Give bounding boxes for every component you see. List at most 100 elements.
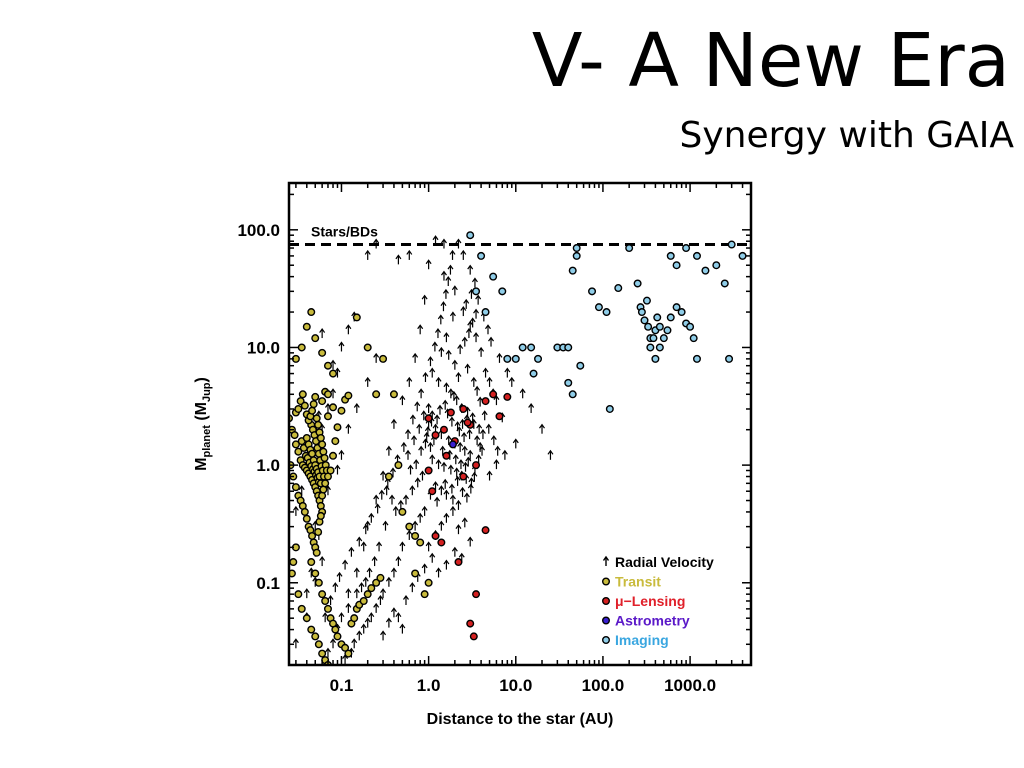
transit-point [294,590,303,599]
imaging-point [605,404,614,413]
radial-velocity-marker [494,445,501,456]
imaging-point [666,251,675,260]
imaging-point [666,313,675,322]
imaging-point [644,322,653,331]
transit-point [337,406,346,415]
transit-point [312,414,321,423]
transit-point [363,343,372,352]
radial-velocity-marker [493,459,500,470]
radial-velocity-marker [412,352,419,363]
radial-velocity-marker [447,464,454,475]
imaging-point [564,378,573,387]
radial-velocity-marker [457,459,464,470]
radial-velocity-marker [443,332,450,343]
radial-velocity-marker [438,346,445,357]
radial-velocity-marker [407,464,414,475]
transit-point [350,614,359,623]
transit-point [320,453,329,462]
transit-point [316,511,325,520]
radial-velocity-marker [485,324,491,335]
transit-point [318,348,327,357]
radial-velocity-marker [447,264,454,275]
radial-velocity-marker [385,617,392,628]
radial-velocity-marker [406,529,413,540]
imaging-point [503,354,512,363]
data-points-group [289,231,747,665]
radial-velocity-marker [464,363,471,374]
transit-point [318,440,327,449]
radial-velocity-marker [443,512,450,523]
stars-bds-label: Stars/BDs [311,224,378,240]
axis-ticks-group [289,183,752,666]
radial-velocity-marker [364,249,371,260]
radial-velocity-marker [336,571,343,582]
radial-velocity-marker [420,410,427,421]
transit-point [416,538,425,547]
imaging-point [677,308,686,317]
y-tick-label: 1.0 [256,456,280,475]
radial-velocity-marker [338,449,345,460]
radial-velocity-marker [443,559,450,570]
lensing-point [466,619,475,628]
lensing-point [446,408,455,417]
radial-velocity-marker [461,445,468,456]
radial-velocity-marker [373,602,380,613]
transit-point [290,431,299,440]
radial-velocity-marker [512,438,519,449]
transit-point [318,397,327,406]
transit-point [297,343,306,352]
transit-point [298,390,307,399]
radial-velocity-marker [362,576,369,587]
imaging-point [527,343,536,352]
radial-velocity-marker [330,359,337,370]
radial-velocity-marker [477,441,484,452]
radial-velocity-marker [327,594,334,605]
radial-velocity-marker [418,388,425,399]
transit-point [307,558,316,567]
plot-frame [287,181,753,667]
radial-velocity-marker [465,456,472,467]
transit-point [352,313,361,322]
transit-point [308,531,317,540]
radial-velocity-marker [448,483,455,494]
imaging-point [518,343,527,352]
radial-velocity-marker [442,399,449,410]
imaging-point [682,244,691,253]
radial-velocity-marker [461,517,468,528]
radial-velocity-marker [395,254,402,265]
imaging-point [472,287,481,296]
y-axis-title-paren: (M [193,402,210,425]
radial-velocity-marker [460,306,467,317]
x-tick-label: 10.0 [499,676,532,695]
transit-point [329,451,338,460]
radial-velocity-marker [332,582,339,593]
radial-velocity-marker [438,485,445,496]
radial-velocity-marker [345,588,352,599]
transit-point [291,440,300,449]
imaging-point [649,334,658,343]
lensing-point [431,431,440,440]
imaging-point [602,308,611,317]
radial-velocity-marker [406,376,413,387]
radial-velocity-marker [292,638,299,649]
radial-velocity-marker [425,541,432,552]
transit-point [302,614,311,623]
imaging-point [692,251,701,260]
transit-point [329,403,338,412]
radial-velocity-marker [399,395,406,406]
radial-velocity-marker [434,328,441,339]
radial-velocity-marker [462,461,469,472]
radial-velocity-marker [528,402,535,413]
transit-point [308,406,317,415]
transit-point [321,479,330,488]
radial-velocity-marker [377,594,384,605]
radial-velocity-marker [409,582,416,593]
transit-point [316,434,325,443]
radial-velocity-marker [419,470,426,481]
radial-velocity-marker [292,505,299,516]
radial-velocity-marker [409,414,416,425]
radial-velocity-marker [390,418,397,429]
y-tick-label: 100.0 [237,221,280,240]
transit-point [323,361,332,370]
